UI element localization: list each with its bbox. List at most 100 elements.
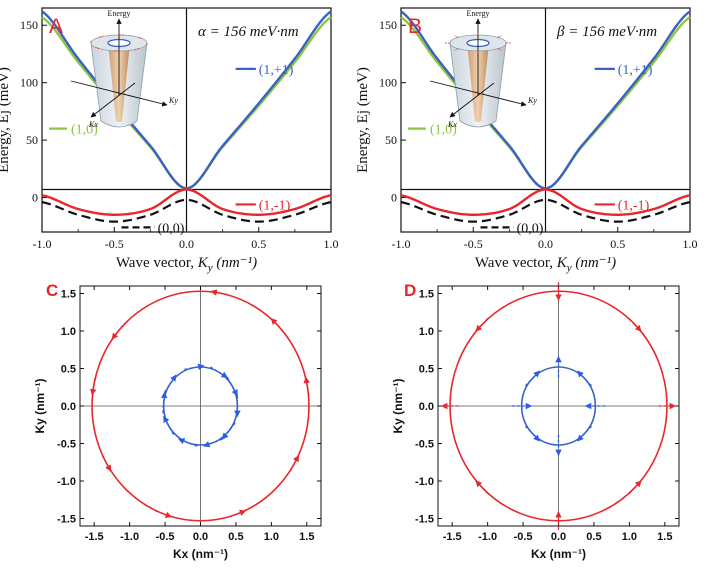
legend-label: (1,+1) — [618, 63, 653, 78]
y-tick-label: 1.0 — [419, 326, 434, 338]
x-tick-label: -1.0 — [120, 531, 139, 543]
legend-label: (1,0) — [430, 123, 457, 138]
outer-spin-arrow — [155, 510, 173, 518]
x-axis-label: Wave vector, Ky (nm⁻¹) — [475, 255, 616, 274]
inset-cone-diagram: Energy Ky Kx — [70, 9, 178, 129]
panel-c-spin-texture-plot: -1.5 -1.5 -1.0 -1.0 -0.5 -0.5 0.0 0.0 0.5 0.5 1.0 1… — [33, 281, 322, 561]
x-axis-label: Kx (nm⁻¹) — [173, 547, 228, 561]
y-tick-label: 0.0 — [61, 401, 76, 413]
panel-letter: B — [408, 15, 422, 38]
x-tick-label: -1.0 — [478, 531, 497, 543]
x-tick-label: 0.5 — [610, 237, 625, 251]
x-tick-label: -1.0 — [392, 237, 411, 251]
y-tick-label: -0.5 — [57, 439, 76, 451]
inner-spin-arrow — [177, 438, 198, 447]
inset-spin-arrow — [497, 35, 502, 38]
outer-spin-arrow — [475, 318, 489, 332]
x-tick-label: 0.0 — [538, 237, 553, 251]
inset-spin-arrow — [95, 46, 100, 50]
x-tick-label: 0.0 — [179, 237, 194, 251]
inner-spin-arrow — [184, 363, 205, 371]
x-tick-label: -0.5 — [105, 237, 124, 251]
y-tick-label: 0.5 — [419, 364, 434, 376]
y-tick-label: -1.0 — [57, 476, 76, 488]
inset-kx-label: Kx — [88, 120, 98, 129]
panel-d-spin-texture-plot: -1.5 -1.5 -1.0 -1.0 -0.5 -0.5 0.0 0.0 0.5 0.5 1.0 1… — [391, 281, 680, 561]
outer-spin-arrow — [628, 480, 642, 494]
y-tick-label: 50 — [26, 133, 38, 147]
y-tick-label: 0.5 — [61, 364, 76, 376]
x-tick-label: 0.0 — [551, 531, 566, 543]
legend-label: (1,0) — [71, 123, 98, 138]
outer-fermi-contour — [91, 290, 310, 522]
x-axis-label: Wave vector, Ky (nm⁻¹) — [116, 255, 257, 274]
y-tick-label: 100 — [379, 76, 397, 90]
panel-letter: D — [404, 281, 416, 300]
legend-label: (0,0) — [517, 221, 544, 236]
series-line-00 — [41, 198, 332, 223]
y-axis-label: Energy, Ej (meV) — [355, 67, 371, 173]
x-axis-label: Kx (nm⁻¹) — [531, 547, 586, 561]
x-tick-label: -0.5 — [514, 531, 533, 543]
y-tick-label: 1.5 — [61, 289, 76, 301]
y-tick-label: -0.5 — [415, 439, 434, 451]
panel-a-energy-plot: -1.0 -0.5 0.0 0.5 1.0 0 50 100 150 (1,0) (1,+1) (1,… — [0, 7, 339, 274]
inner-spin-arrow — [209, 366, 229, 379]
y-axis-label: Energy, Ej (meV) — [0, 67, 12, 173]
outer-spin-arrow — [303, 376, 310, 396]
legend-label: (1,-1) — [259, 198, 291, 213]
x-tick-label: 1.5 — [657, 531, 672, 543]
kx-axis-arrow — [449, 82, 495, 118]
x-tick-label: -0.5 — [156, 531, 175, 543]
y-tick-label: -1.5 — [415, 514, 434, 526]
x-tick-label: 1.0 — [324, 237, 339, 251]
outer-spin-arrow — [111, 324, 124, 340]
y-axis-label: Ky (nm⁻¹) — [33, 379, 47, 434]
x-tick-label: 1.0 — [683, 237, 698, 251]
legend-label: (0,0) — [158, 221, 185, 236]
y-tick-label: -1.0 — [415, 476, 434, 488]
inset-spin-arrow — [497, 48, 502, 51]
x-tick-label: 0.5 — [251, 237, 266, 251]
inset-spin-arrow — [135, 48, 139, 51]
outer-spin-arrow — [101, 455, 112, 472]
y-tick-label: -1.5 — [57, 514, 76, 526]
x-tick-label: 0.5 — [228, 531, 243, 543]
inset-energy-label: Energy — [467, 9, 490, 18]
inner-spin-arrow — [221, 422, 236, 440]
y-tick-label: 0.0 — [419, 401, 434, 413]
parameter-annotation: β = 156 meV·nm — [556, 24, 657, 40]
inner-spin-arrow — [163, 415, 175, 435]
inner-spin-arrow — [226, 377, 238, 397]
inner-spin-arrow — [577, 425, 593, 442]
series-line-1-1 — [41, 188, 332, 216]
y-axis-label: Ky (nm⁻¹) — [391, 379, 405, 434]
x-tick-label: 0.0 — [193, 531, 208, 543]
y-tick-label: 50 — [385, 133, 397, 147]
x-tick-label: 1.0 — [622, 531, 637, 543]
legend-label: (1,-1) — [618, 198, 650, 213]
x-tick-label: 0.5 — [586, 531, 601, 543]
ky-axis-arrow — [429, 80, 527, 107]
outer-spin-arrow — [89, 377, 97, 396]
inset-spin-arrow — [454, 35, 459, 38]
inset-ky-label: Ky — [168, 96, 178, 105]
inset-spin-arrow — [138, 36, 143, 40]
panel-letter: A — [49, 15, 63, 38]
outer-spin-arrow — [210, 289, 228, 296]
inner-spin-arrow — [577, 370, 593, 387]
inset-kx-label: Kx — [447, 120, 457, 129]
outer-fermi-contour — [449, 290, 668, 522]
outer-spin-arrow — [229, 509, 247, 518]
y-tick-label: 100 — [20, 76, 38, 90]
inner-spin-arrow — [164, 374, 177, 393]
kx-axis-arrow — [90, 82, 136, 118]
inset-ky-label: Ky — [527, 96, 537, 105]
inset-spin-arrow — [99, 35, 103, 38]
legend-label: (1,+1) — [259, 63, 294, 78]
inner-spin-arrow — [160, 391, 168, 414]
x-tick-label: -1.0 — [33, 237, 52, 251]
outer-spin-arrow — [628, 318, 642, 332]
inset-energy-label: Energy — [108, 9, 131, 18]
